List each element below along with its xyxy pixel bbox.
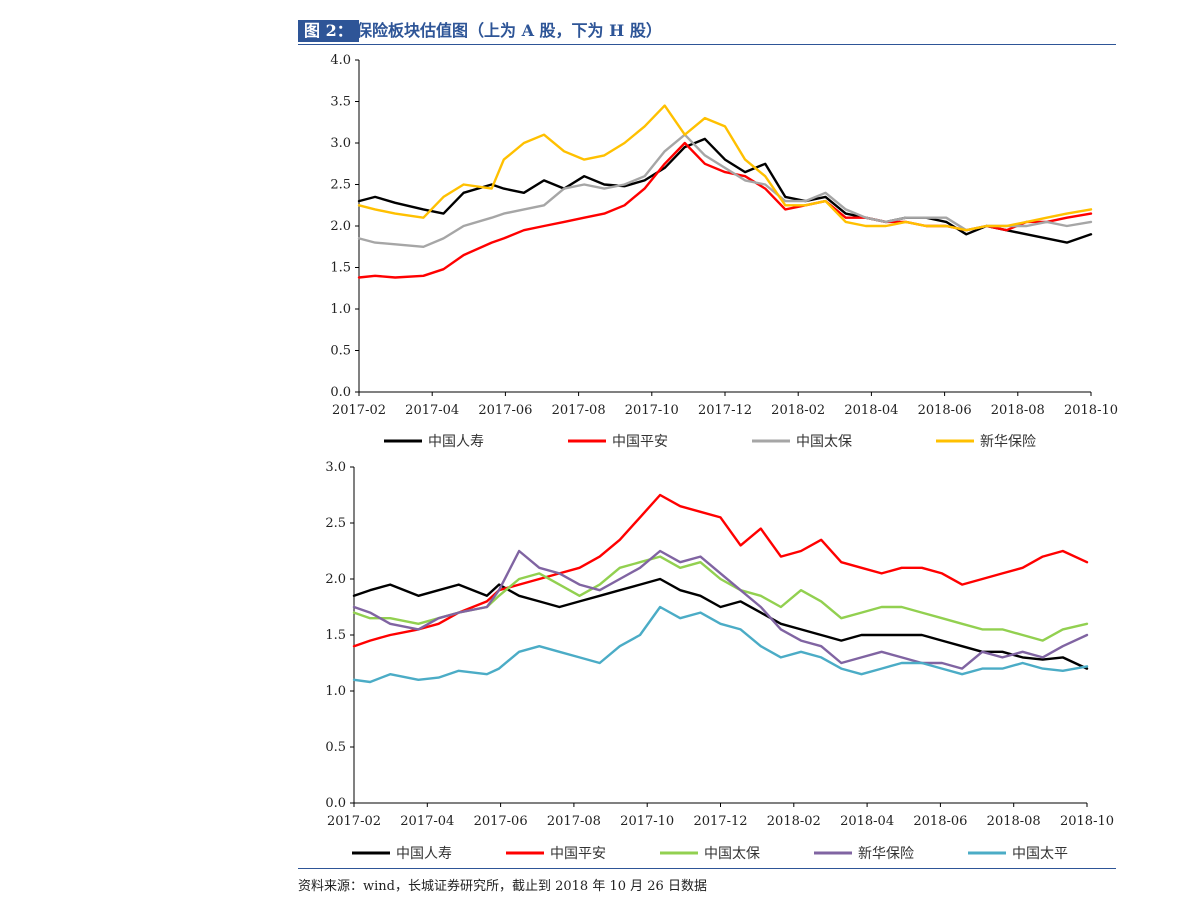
y-tick-label: 2.5 bbox=[330, 178, 351, 193]
y-tick-label: 4.0 bbox=[330, 53, 351, 68]
series-line-2 bbox=[352, 493, 1089, 648]
x-tick-label: 2017-10 bbox=[620, 814, 674, 829]
x-tick-label: 2017-12 bbox=[698, 403, 752, 418]
x-tick-label: 2017-10 bbox=[625, 403, 679, 418]
y-tick-label: 1.0 bbox=[330, 302, 351, 317]
series-line-1 bbox=[352, 577, 1089, 670]
x-tick-label: 2018-02 bbox=[771, 403, 825, 418]
y-tick-label: 2.0 bbox=[325, 572, 346, 587]
legend-label: 中国太保 bbox=[704, 846, 760, 862]
y-tick-label: 0.0 bbox=[330, 385, 351, 400]
legend-label: 新华保险 bbox=[858, 846, 914, 862]
x-tick-label: 2018-08 bbox=[987, 814, 1041, 829]
chart-2: 0.0 0.5 1.0 1.5 2.0 2.5 3.0 2017-02 2017-04 2017-… bbox=[325, 460, 1114, 862]
series-line-2 bbox=[357, 141, 1093, 279]
chart-1: 0.0 0.5 1.0 1.5 2.0 2.5 3.0 3.5 4.0 2017-02 2017-0… bbox=[330, 53, 1118, 450]
legend-label: 中国太保 bbox=[796, 434, 852, 450]
legend-label: 中国人寿 bbox=[396, 845, 452, 862]
series-line-3 bbox=[352, 555, 1089, 642]
source-note: 资料来源：wind，长城证券研究所，截止到 2018 年 10 月 26 日数据 bbox=[298, 879, 707, 894]
x-tick-label: 2017-02 bbox=[332, 403, 386, 418]
y-tick-label: 3.0 bbox=[325, 460, 346, 475]
y-tick-label: 1.5 bbox=[330, 261, 351, 276]
x-tick-label: 2017-06 bbox=[474, 814, 528, 829]
figure-title: 保险板块估值图（上为 A 股，下为 H 股） bbox=[356, 21, 662, 40]
x-tick-label: 2018-06 bbox=[913, 814, 967, 829]
x-tick-label: 2018-10 bbox=[1060, 814, 1114, 829]
x-tick-label: 2018-10 bbox=[1064, 403, 1118, 418]
y-tick-label: 0.0 bbox=[325, 796, 346, 811]
series-line-4 bbox=[357, 104, 1093, 232]
y-tick-label: 1.5 bbox=[325, 628, 346, 643]
x-tick-label: 2018-02 bbox=[767, 814, 821, 829]
legend-label: 中国人寿 bbox=[428, 433, 484, 450]
y-tick-label: 2.5 bbox=[325, 516, 346, 531]
series-line-1 bbox=[357, 137, 1093, 244]
x-tick-label: 2017-06 bbox=[478, 403, 532, 418]
x-tick-label: 2018-04 bbox=[840, 814, 894, 829]
legend-label: 中国平安 bbox=[612, 434, 668, 450]
legend-label: 中国太平 bbox=[1012, 846, 1068, 862]
x-tick-label: 2017-02 bbox=[327, 814, 381, 829]
y-tick-label: 3.0 bbox=[330, 136, 351, 151]
x-tick-label: 2017-04 bbox=[405, 403, 459, 418]
x-tick-label: 2018-04 bbox=[844, 403, 898, 418]
figure-footer-rule bbox=[298, 868, 1116, 869]
figure-header: 图 2： 保险板块估值图（上为 A 股，下为 H 股） bbox=[298, 18, 1116, 45]
x-tick-label: 2017-12 bbox=[693, 814, 747, 829]
legend-label: 中国平安 bbox=[550, 846, 606, 862]
x-tick-label: 2018-08 bbox=[991, 403, 1045, 418]
x-tick-label: 2017-04 bbox=[400, 814, 454, 829]
figure-tag: 图 2： bbox=[298, 20, 359, 42]
y-tick-label: 1.0 bbox=[325, 684, 346, 699]
x-tick-label: 2017-08 bbox=[552, 403, 606, 418]
y-tick-label: 0.5 bbox=[330, 344, 351, 359]
x-tick-label: 2018-06 bbox=[918, 403, 972, 418]
series-line-4 bbox=[352, 549, 1089, 670]
y-tick-label: 0.5 bbox=[325, 740, 346, 755]
series-line-5 bbox=[352, 605, 1089, 684]
legend-label: 新华保险 bbox=[980, 434, 1036, 450]
y-tick-label: 3.5 bbox=[330, 95, 351, 110]
x-tick-label: 2017-08 bbox=[547, 814, 601, 829]
y-tick-label: 2.0 bbox=[330, 219, 351, 234]
